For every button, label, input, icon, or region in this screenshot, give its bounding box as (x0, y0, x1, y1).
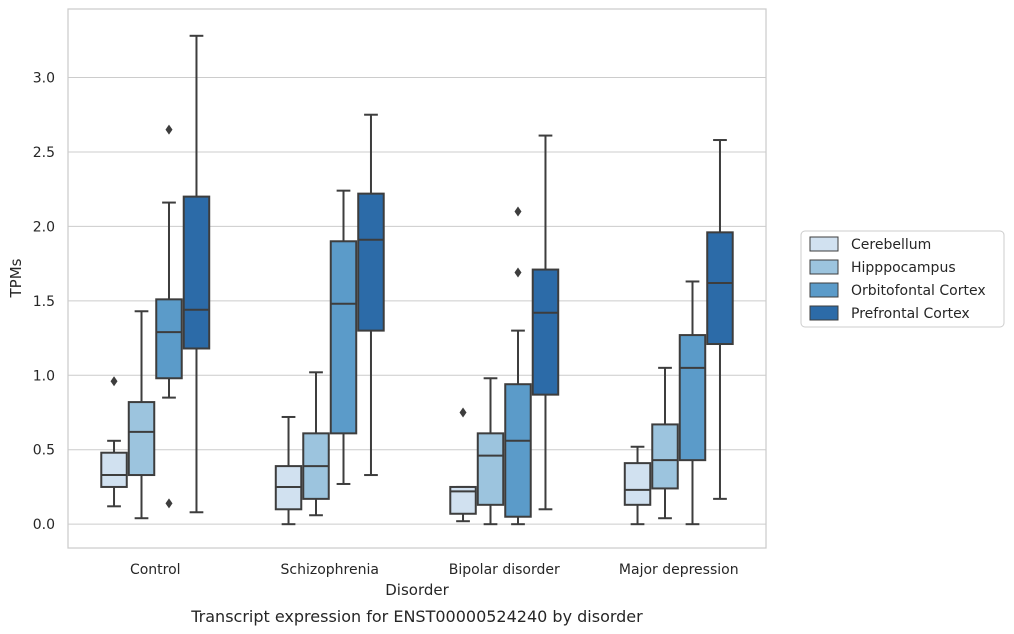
x-tick-label: Bipolar disorder (449, 562, 560, 578)
box-iqr (100, 451, 128, 488)
legend-swatch (809, 305, 839, 321)
box-group (449, 407, 477, 523)
y-tick-label: 0.0 (33, 517, 55, 533)
box-group (274, 415, 303, 526)
y-tick-label: 1.5 (33, 294, 55, 310)
y-tick-label: 0.5 (33, 443, 55, 459)
legend-label: Prefrontal Cortex (851, 306, 970, 322)
chart-caption: Transcript expression for ENST0000052424… (190, 607, 643, 626)
x-tick-label: Major depression (619, 562, 739, 578)
box-group (155, 124, 183, 509)
legend-label: Hipppocampus (851, 260, 956, 276)
x-tick-label: Control (130, 562, 181, 578)
outlier-point (514, 206, 522, 217)
box-iqr (357, 192, 385, 332)
y-tick-label: 3.0 (33, 70, 55, 86)
box-group (531, 134, 560, 511)
box-group (504, 206, 532, 526)
box-iqr (504, 383, 532, 518)
box-group (678, 280, 707, 526)
box-iqr (155, 298, 183, 380)
y-axis-label: TPMs (7, 258, 25, 298)
box-iqr (678, 334, 707, 462)
x-tick-label: Schizophrenia (281, 562, 379, 578)
legend-swatch (809, 259, 839, 275)
box-group (127, 310, 156, 520)
box-iqr (623, 462, 652, 506)
plot-frame (67, 8, 767, 549)
legend: Cerebellum Hipppocampus Orbitofontal Corte… (800, 230, 1005, 328)
box-group (302, 371, 330, 517)
legend-label: Cerebellum (851, 237, 931, 253)
outlier-point (165, 498, 173, 509)
legend-items: Cerebellum Hipppocampus Orbitofontal Corte… (809, 236, 986, 322)
box-iqr (127, 401, 156, 477)
box-iqr (476, 432, 505, 506)
y-tick-label: 1.0 (33, 368, 55, 384)
box-iqr (706, 231, 734, 346)
box-group (476, 377, 505, 526)
legend-label: Orbitofontal Cortex (851, 283, 986, 299)
box-group (329, 189, 358, 485)
legend-swatch (809, 282, 839, 298)
box-iqr (182, 195, 211, 350)
y-tick-label: 2.5 (33, 145, 55, 161)
legend-frame (800, 230, 1005, 328)
x-axis-label: Disorder (385, 581, 449, 599)
x-axis-ticks: Control Schizophrenia Bipolar disorder Majo… (130, 562, 739, 578)
box-iqr (651, 423, 679, 490)
box-group (651, 366, 679, 520)
legend-swatch (809, 236, 839, 252)
box-group (706, 139, 734, 500)
y-tick-label: 2.0 (33, 219, 55, 235)
outlier-point (165, 124, 173, 135)
outlier-point (514, 267, 522, 278)
box-iqr (531, 268, 560, 396)
y-axis-ticks: 0.0 0.5 1.0 1.5 2.0 2.5 3.0 (33, 70, 55, 533)
outlier-point (110, 376, 118, 387)
box-group (100, 376, 128, 508)
box-iqr (329, 240, 358, 435)
box-group (182, 34, 211, 514)
box-group (357, 113, 385, 477)
outlier-point (459, 407, 467, 418)
box-group (623, 445, 652, 526)
boxes (100, 34, 734, 526)
